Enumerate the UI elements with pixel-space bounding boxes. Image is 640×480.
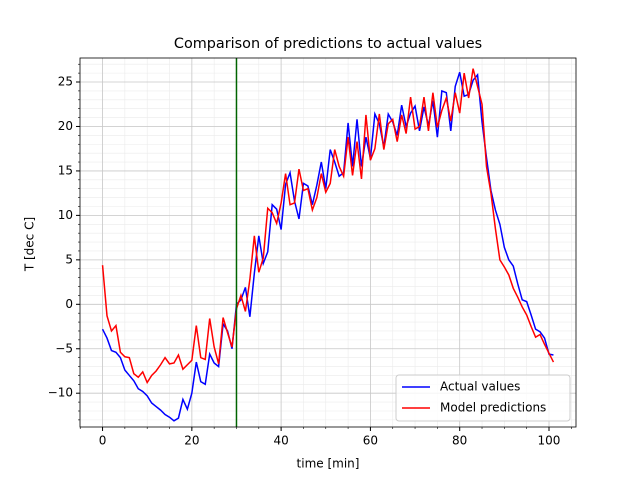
x-axis-label: time [min] <box>297 457 360 471</box>
x-tick-label: 60 <box>363 434 378 448</box>
x-tick-label: 100 <box>538 434 561 448</box>
legend-box <box>395 374 571 422</box>
legend-label: Model predictions <box>440 401 546 415</box>
y-tick-label: 10 <box>58 208 73 222</box>
x-tick-label: 20 <box>184 434 199 448</box>
y-tick-label: 25 <box>58 75 73 89</box>
x-tick-label: 40 <box>273 434 288 448</box>
plot-frame <box>79 57 577 428</box>
y-tick-label: 20 <box>58 119 73 133</box>
y-tick-label: 15 <box>58 163 73 177</box>
y-tick-label: 0 <box>65 297 73 311</box>
x-tick-label: 0 <box>99 434 107 448</box>
y-tick-label: −5 <box>55 341 73 355</box>
data-line <box>101 68 555 385</box>
y-tick-label: 5 <box>65 252 73 266</box>
legend-label: Actual values <box>440 380 520 394</box>
chart-title: Comparison of predictions to actual valu… <box>174 36 482 52</box>
x-tick-label: 80 <box>452 434 467 448</box>
data-line <box>101 72 554 422</box>
y-tick-label: −10 <box>48 386 73 400</box>
y-axis-label: T [dec C] <box>23 217 37 272</box>
